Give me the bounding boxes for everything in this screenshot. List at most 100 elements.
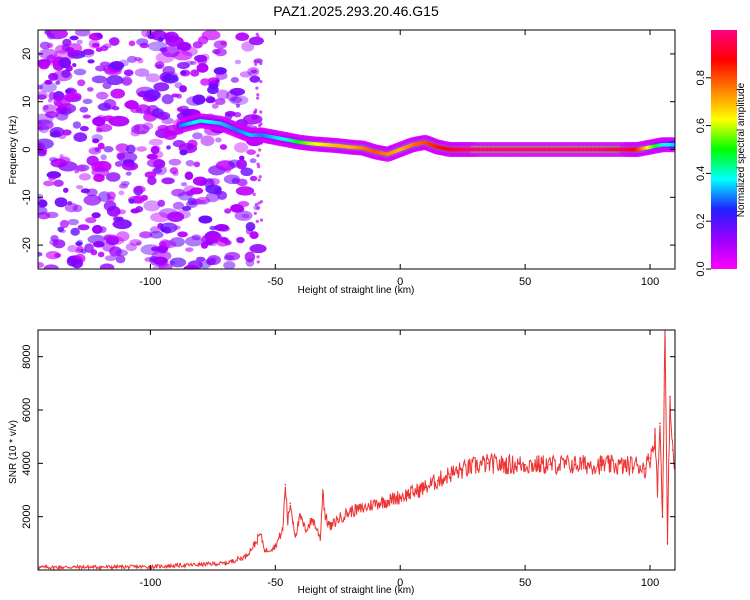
noise-blob: [107, 196, 115, 202]
noise-blob: [57, 133, 67, 140]
noise-blob: [128, 40, 136, 47]
noise-blob: [48, 72, 59, 81]
snr-point: [374, 502, 377, 505]
noise-blob: [184, 171, 194, 181]
noise-blob: [256, 260, 260, 264]
snr-point: [656, 489, 659, 491]
noise-blob: [121, 76, 132, 86]
noise-blob: [161, 46, 180, 58]
noise-blob: [75, 30, 91, 37]
noise-blob: [57, 226, 65, 232]
snr-point: [449, 473, 451, 475]
noise-blob: [257, 178, 261, 182]
x-tick-label: 100: [641, 577, 659, 589]
noise-blob: [115, 143, 130, 153]
noise-blob: [201, 199, 207, 204]
noise-blob: [239, 71, 252, 78]
noise-blob: [47, 33, 55, 40]
snr-point: [524, 463, 526, 466]
noise-blob: [168, 158, 182, 166]
snr-point: [671, 449, 674, 451]
spectrogram-ylabel: Frequency (Hz): [8, 116, 19, 185]
noise-blob: [166, 145, 171, 150]
noise-blob: [189, 60, 197, 65]
noise-blob: [96, 91, 109, 100]
noise-blob: [77, 224, 90, 231]
noise-blob: [236, 159, 247, 170]
colorbar-label: Normalized spectral amplitude: [736, 82, 747, 217]
spectrogram-xlabel: Height of straight line (km): [298, 285, 415, 296]
noise-blob: [47, 61, 55, 66]
noise-blob: [256, 93, 260, 97]
noise-blob: [49, 157, 58, 162]
noise-blob: [95, 47, 103, 52]
noise-blob: [185, 200, 198, 209]
snr-point: [264, 550, 267, 553]
noise-blob: [141, 30, 152, 38]
noise-blob: [234, 59, 242, 65]
noise-blob: [116, 152, 126, 160]
noise-blob: [193, 161, 201, 168]
noise-blob: [97, 142, 105, 150]
snr-point: [669, 395, 671, 398]
noise-blob: [79, 106, 89, 113]
noise-blob: [161, 74, 179, 84]
noise-blob: [191, 234, 202, 241]
noise-blob: [134, 68, 150, 77]
noise-blob: [209, 225, 217, 231]
noise-blob: [207, 85, 219, 95]
noise-blob: [64, 202, 78, 213]
y-tick-label: 8000: [21, 344, 33, 368]
noise-blob: [46, 30, 68, 40]
noise-blob: [144, 171, 157, 179]
noise-blob: [66, 255, 78, 267]
noise-blob: [82, 48, 95, 55]
snr-point: [624, 465, 626, 467]
noise-blob: [236, 178, 248, 187]
colorbar-tick-label: 0.0: [695, 261, 707, 276]
noise-blob: [110, 88, 126, 99]
noise-blob: [249, 158, 257, 164]
x-tick-label: 0: [397, 276, 403, 288]
noise-blob: [62, 129, 72, 136]
noise-blob: [258, 175, 262, 179]
noise-blob: [69, 35, 79, 41]
noise-blob: [238, 155, 245, 161]
snr-frame: [37, 329, 676, 571]
noise-blob: [72, 121, 82, 129]
noise-blob: [234, 210, 253, 221]
noise-blob: [196, 256, 206, 262]
noise-blob: [39, 81, 57, 93]
noise-blob: [54, 197, 68, 208]
noise-blob: [169, 257, 187, 268]
snr-line: [38, 330, 675, 570]
x-tick-label: -50: [267, 276, 283, 288]
noise-blob: [105, 172, 121, 182]
noise-blob: [104, 234, 119, 242]
noise-blob: [133, 185, 146, 193]
snr-point: [659, 422, 661, 425]
snr-point: [289, 502, 292, 505]
noise-blob: [254, 62, 258, 66]
y-tick-label: 0: [21, 146, 33, 152]
noise-blob: [92, 138, 100, 144]
snr-plot: -100 -50 0 50 100 2000 4000 6000 8000 Height of …: [8, 329, 676, 596]
noise-blob: [240, 167, 254, 177]
y-tick-label: 4000: [21, 451, 33, 475]
noise-blob: [116, 231, 130, 242]
noise-blob: [58, 156, 71, 164]
noise-blob: [94, 160, 112, 172]
noise-blob: [220, 237, 229, 243]
snr-background: [38, 330, 675, 570]
snr-point: [304, 529, 307, 531]
noise-blob: [255, 219, 259, 223]
y-tick-label: -10: [21, 189, 33, 205]
colorbar-tick-label: 0.8: [695, 70, 707, 85]
noise-blob: [42, 104, 57, 114]
colorbar-tick-label: 0.2: [695, 214, 707, 229]
noise-blob: [255, 234, 259, 238]
noise-blob: [164, 31, 179, 43]
noise-blob: [134, 57, 142, 62]
noise-blob: [157, 124, 170, 131]
